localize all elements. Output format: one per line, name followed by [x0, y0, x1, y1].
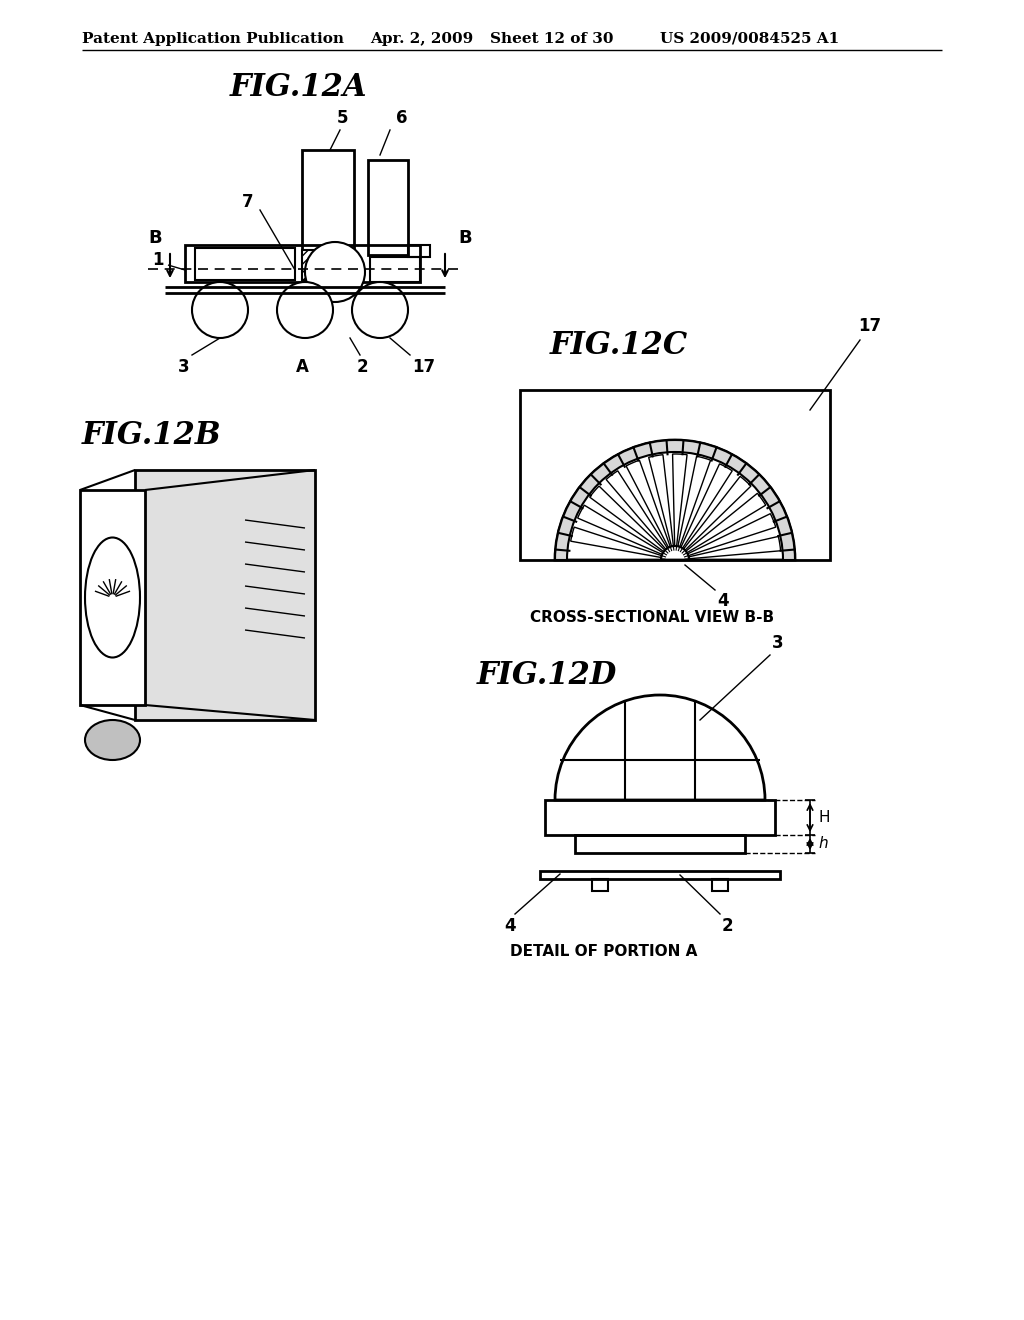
Bar [185, 246, 420, 282]
Bar [368, 160, 408, 255]
Text: US 2009/0084525 A1: US 2009/0084525 A1 [660, 32, 840, 46]
Circle shape [193, 282, 248, 338]
Text: Sheet 12 of 30: Sheet 12 of 30 [490, 32, 613, 46]
Wedge shape [681, 463, 732, 548]
Text: Patent Application Publication: Patent Application Publication [82, 32, 344, 46]
Wedge shape [606, 471, 668, 549]
Ellipse shape [85, 537, 140, 657]
Bar [575, 836, 745, 853]
Bar [545, 800, 775, 836]
Text: 7: 7 [243, 193, 254, 211]
Circle shape [352, 282, 408, 338]
Bar [408, 246, 430, 257]
Text: 4: 4 [504, 917, 516, 935]
Bar [302, 249, 354, 280]
Wedge shape [555, 440, 795, 560]
Bar [592, 879, 608, 891]
Bar [302, 150, 354, 249]
Text: 5: 5 [336, 110, 348, 127]
Text: 2: 2 [722, 917, 733, 935]
Text: B: B [458, 228, 472, 247]
Bar [540, 871, 780, 879]
Wedge shape [673, 454, 687, 546]
Text: CROSS-SECTIONAL VIEW B-B: CROSS-SECTIONAL VIEW B-B [530, 610, 774, 624]
Wedge shape [626, 461, 671, 548]
Text: 6: 6 [396, 110, 408, 127]
Text: FIG.12B: FIG.12B [82, 420, 221, 451]
Text: 17: 17 [858, 317, 881, 335]
Wedge shape [555, 440, 795, 560]
Wedge shape [687, 513, 776, 556]
Text: FIG.12A: FIG.12A [230, 73, 368, 103]
Text: h: h [818, 837, 827, 851]
Bar [135, 470, 315, 719]
Text: DETAIL OF PORTION A: DETAIL OF PORTION A [510, 944, 697, 960]
Text: 2: 2 [356, 358, 368, 376]
Bar [520, 389, 830, 560]
Wedge shape [678, 457, 711, 546]
Wedge shape [684, 477, 751, 550]
Text: B: B [148, 228, 162, 247]
Wedge shape [570, 527, 662, 557]
Text: Apr. 2, 2009: Apr. 2, 2009 [370, 32, 473, 46]
Text: H: H [818, 810, 829, 825]
Wedge shape [686, 494, 766, 553]
Text: FIG.12D: FIG.12D [477, 660, 617, 690]
Text: 4: 4 [717, 591, 729, 610]
Bar [712, 879, 728, 891]
Text: FIG.12C: FIG.12C [550, 330, 688, 360]
Ellipse shape [85, 719, 140, 760]
Wedge shape [689, 536, 780, 558]
Bar [370, 257, 420, 282]
Wedge shape [648, 454, 674, 546]
Circle shape [305, 242, 365, 302]
Bar [195, 248, 295, 280]
Text: 1: 1 [153, 251, 164, 269]
Text: 3: 3 [178, 358, 189, 376]
Wedge shape [578, 506, 663, 554]
Bar [80, 490, 145, 705]
Wedge shape [590, 486, 665, 552]
Text: 3: 3 [772, 634, 783, 652]
Wedge shape [555, 696, 765, 800]
Text: 17: 17 [412, 358, 435, 376]
Text: A: A [296, 358, 308, 376]
Circle shape [278, 282, 333, 338]
